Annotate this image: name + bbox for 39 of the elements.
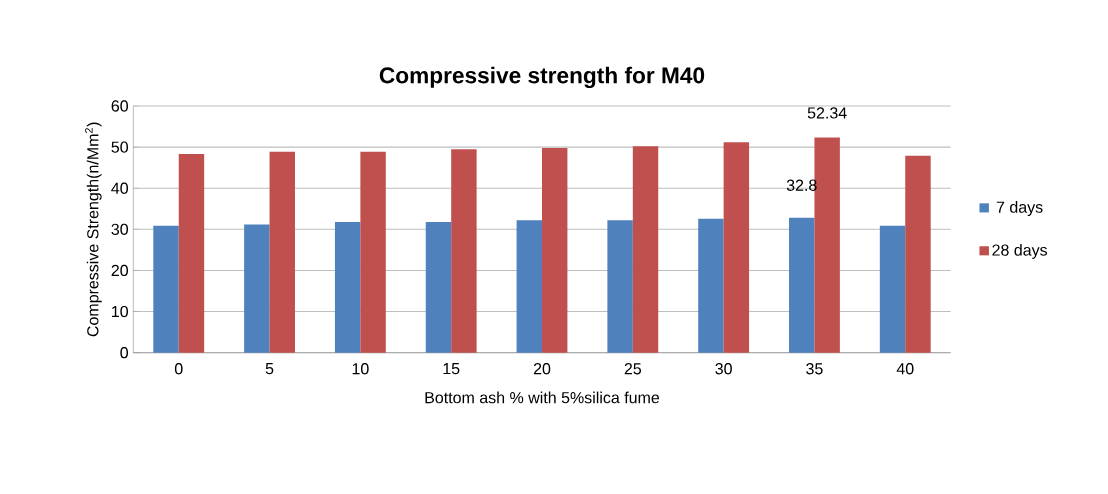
bar bbox=[425, 221, 452, 353]
x-tick-label: 15 bbox=[443, 363, 460, 375]
y-tick-label: 10 bbox=[112, 305, 128, 318]
y-tick-label: 0 bbox=[120, 347, 129, 359]
y-tick-label: 20 bbox=[111, 264, 128, 277]
bar bbox=[723, 142, 750, 353]
y-tick-label: 40 bbox=[111, 182, 128, 194]
bar bbox=[698, 218, 724, 353]
bar bbox=[451, 149, 477, 353]
y-tick-label: 30 bbox=[111, 223, 128, 235]
legend-label: 28 days bbox=[992, 244, 1048, 259]
bar bbox=[244, 224, 270, 353]
bar bbox=[360, 151, 386, 353]
x-tick-label: 5 bbox=[265, 363, 274, 375]
x-tick-label: 20 bbox=[533, 363, 551, 375]
bar bbox=[153, 225, 179, 353]
x-tick-label: 30 bbox=[715, 363, 732, 375]
x-tick-label: 10 bbox=[352, 363, 369, 375]
y-axis-title: Compressive Strength(n/Mm$^{2}$) bbox=[85, 122, 102, 337]
bar bbox=[607, 220, 633, 353]
y-tick-label: 50 bbox=[111, 141, 128, 153]
bar bbox=[269, 151, 295, 353]
x-tick-label: 25 bbox=[624, 363, 642, 375]
bar bbox=[178, 154, 205, 353]
data-label: 52.34 bbox=[807, 107, 847, 119]
bar bbox=[905, 155, 931, 353]
legend-label: 7 days bbox=[996, 201, 1043, 216]
bar bbox=[334, 221, 361, 353]
bar bbox=[516, 220, 542, 353]
chart-title: Compressive strength for M40 bbox=[379, 66, 705, 88]
x-tick-label: 40 bbox=[896, 363, 914, 375]
bar bbox=[542, 147, 568, 353]
x-tick-label: 35 bbox=[806, 363, 823, 375]
x-axis-title: Bottom ash % with 5%silica fume bbox=[425, 391, 660, 404]
y-tick-label: 60 bbox=[111, 100, 128, 112]
bar bbox=[632, 146, 659, 353]
x-tick-label: 0 bbox=[174, 363, 183, 375]
bar bbox=[879, 225, 906, 353]
bar bbox=[789, 217, 815, 353]
